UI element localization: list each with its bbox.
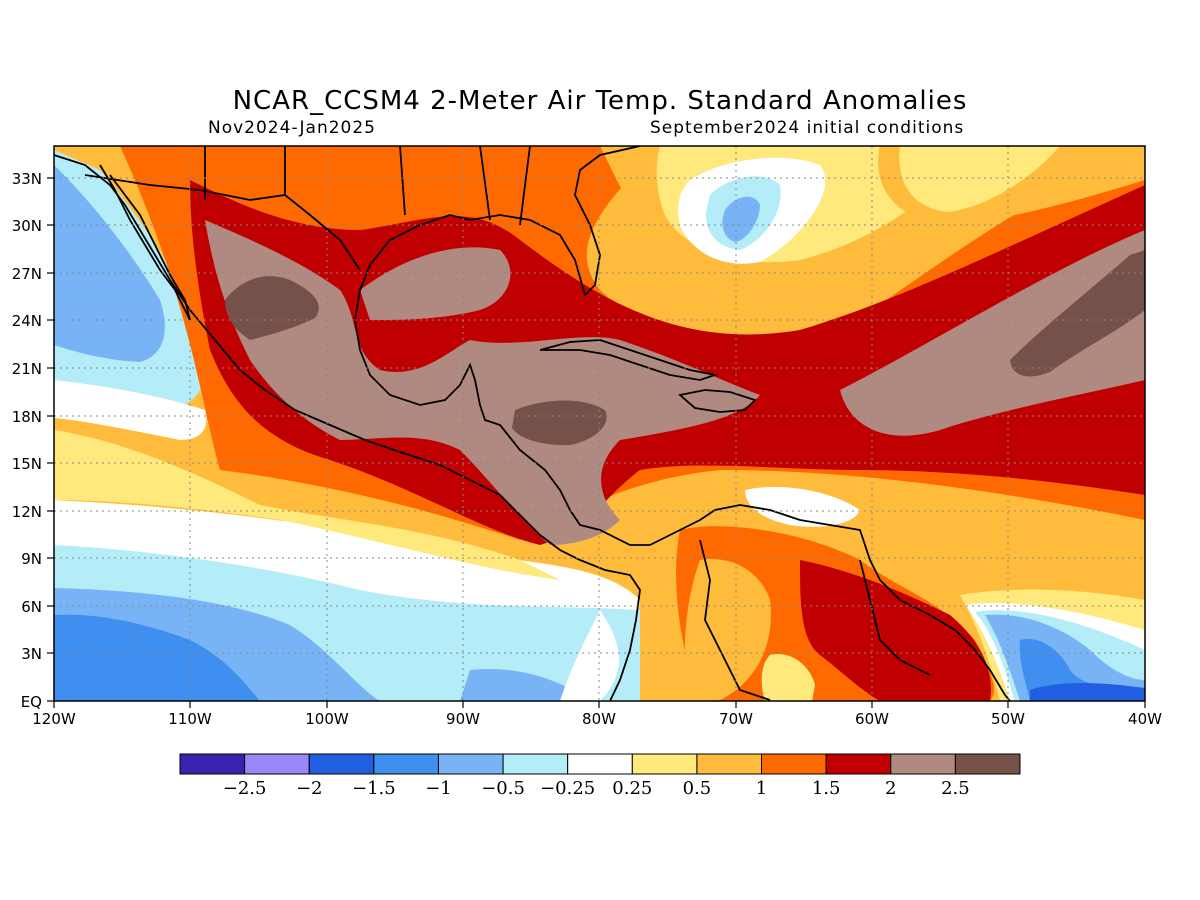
field-brown-caribbean [512,400,607,446]
colorbar-label: 2 [885,778,896,799]
coastline-gulf [354,146,641,321]
lat-axis-labels: EQ 3N 6N 9N 12N 15N 18N 21N 24N 27N 30N … [12,170,42,711]
field-pacific-white-north [54,380,207,440]
lon-label: 40W [1128,710,1162,728]
colorbar-swatch [631,753,698,775]
colorbar-label: 1.5 [812,778,841,799]
colorbar-label: −0.25 [540,778,595,799]
lat-label: 3N [21,645,42,663]
colorbar-swatch [179,753,246,775]
field-taupe-main [205,220,760,545]
border-us-states [204,146,531,226]
field-atlantic-ne-yellow [899,146,1060,212]
lat-label: 33N [12,170,42,188]
colorbar-label: 1 [756,778,767,799]
colorbar-label: −1 [425,778,452,799]
colorbar-label: 0.25 [612,778,652,799]
colorbar-label: −1.5 [352,778,396,799]
lon-label: 60W [855,710,889,728]
lon-label: 50W [991,710,1025,728]
border-guianas [859,559,931,676]
field-pacific-blue-2 [54,614,260,701]
lat-label: 24N [12,312,42,330]
field-taupe-gulf [360,247,511,320]
field-sa-gold [684,559,771,701]
map-title: NCAR_CCSM4 2-Meter Air Temp. Standard An… [232,86,968,116]
colorbar-swatch [244,753,310,775]
lat-label: 27N [12,265,42,283]
colorbar-swatch [696,753,763,775]
lat-label: 6N [21,598,42,616]
lon-label: 120W [32,710,76,728]
lon-axis-labels: 120W 110W 100W 90W 80W 70W 60W 50W 40W [32,710,1162,728]
colorbar-swatch [567,753,633,775]
field-atlantic-blue [722,196,760,242]
coastline-hispaniola [678,389,757,413]
lat-label: 18N [12,408,42,426]
colorbar-label: −0.5 [481,778,525,799]
field-sa-yellow [761,654,815,701]
lat-label: 15N [12,455,42,473]
coastline-south-america [649,504,1011,701]
colorbar-swatch [954,753,1021,775]
lat-label: 12N [12,503,42,521]
field-pacific-blue-3 [460,669,590,701]
colorbar-label: −2 [296,778,323,799]
lat-label: 21N [12,360,42,378]
field-panama-white [560,610,619,701]
lon-label: 100W [305,710,349,728]
colorbar-label: −2.5 [223,778,267,799]
field-sa-red [800,560,991,701]
field-east-blue-deep [1030,683,1145,701]
colorbar-swatch [308,753,375,775]
coastline-cuba [539,339,719,381]
lat-label: 9N [21,550,42,568]
lon-label: 70W [719,710,753,728]
field-brown-atlantic [1010,250,1145,377]
coastline-pacific-mexico [54,154,641,701]
colorbar-swatch [761,753,827,775]
field-brown-mexico [225,276,319,340]
lat-label: EQ [21,693,42,711]
field-pacific-light-yellow [54,430,560,580]
lon-label: 90W [446,710,480,728]
colorbar-label: 0.5 [683,778,712,799]
field-baja-cool-blue [54,165,165,362]
lat-label: 30N [12,217,42,235]
border-venezuela [699,539,771,701]
initial-conditions: September2024 initial conditions [650,118,965,138]
field-taupe-atlantic [840,230,1145,436]
colorbar-swatch [502,753,569,775]
colorbar-label: 2.5 [941,778,970,799]
colorbar-swatch [437,753,504,775]
lon-label: 110W [168,710,212,728]
border-us-mexico [84,174,361,271]
colorbar-swatch [373,753,439,775]
anomaly-shading [54,146,1145,701]
field-venezuela-white [745,486,860,527]
colorbar-swatch [890,753,956,775]
forecast-period: Nov2024-Jan2025 [208,118,376,138]
gridlines [54,146,1145,701]
lon-label: 80W [582,710,616,728]
colorbar-swatch [825,753,892,775]
colorbar: −2.5 −2 −1.5 −1 −0.5 −0.25 0.25 0.5 1 1.5 2 2.5 [179,753,1021,799]
coastlines [54,146,1011,701]
coastline-yucatan [354,319,650,546]
axis-ticks [47,177,1146,708]
